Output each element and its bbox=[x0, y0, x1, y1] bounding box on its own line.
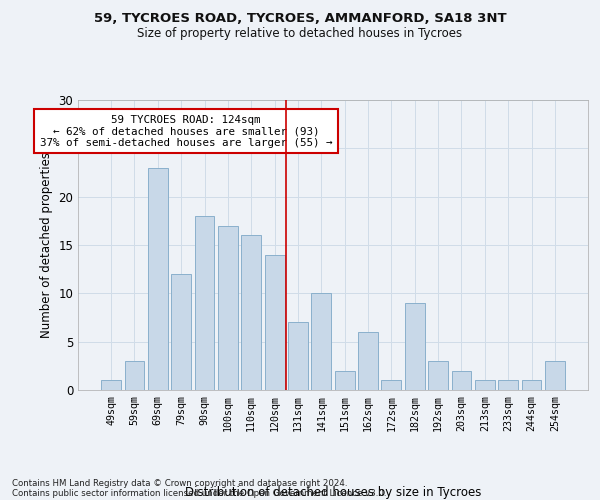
Bar bbox=[428, 361, 448, 390]
Bar bbox=[311, 294, 331, 390]
Bar bbox=[241, 236, 261, 390]
Text: Contains public sector information licensed under the Open Government Licence v3: Contains public sector information licen… bbox=[12, 488, 386, 498]
Bar bbox=[148, 168, 168, 390]
Bar bbox=[498, 380, 518, 390]
Text: Contains HM Land Registry data © Crown copyright and database right 2024.: Contains HM Land Registry data © Crown c… bbox=[12, 478, 347, 488]
Bar bbox=[194, 216, 214, 390]
Bar bbox=[218, 226, 238, 390]
Bar bbox=[125, 361, 145, 390]
Bar bbox=[358, 332, 378, 390]
Bar bbox=[288, 322, 308, 390]
Bar bbox=[545, 361, 565, 390]
Bar bbox=[265, 254, 284, 390]
Bar bbox=[452, 370, 472, 390]
Text: Size of property relative to detached houses in Tycroes: Size of property relative to detached ho… bbox=[137, 28, 463, 40]
Bar bbox=[335, 370, 355, 390]
Y-axis label: Number of detached properties: Number of detached properties bbox=[40, 152, 53, 338]
Text: 59 TYCROES ROAD: 124sqm
← 62% of detached houses are smaller (93)
37% of semi-de: 59 TYCROES ROAD: 124sqm ← 62% of detache… bbox=[40, 114, 332, 148]
Bar bbox=[405, 303, 425, 390]
Bar bbox=[521, 380, 541, 390]
Bar bbox=[475, 380, 495, 390]
Bar bbox=[101, 380, 121, 390]
Bar bbox=[171, 274, 191, 390]
X-axis label: Distribution of detached houses by size in Tycroes: Distribution of detached houses by size … bbox=[185, 486, 481, 500]
Text: 59, TYCROES ROAD, TYCROES, AMMANFORD, SA18 3NT: 59, TYCROES ROAD, TYCROES, AMMANFORD, SA… bbox=[94, 12, 506, 26]
Bar bbox=[382, 380, 401, 390]
